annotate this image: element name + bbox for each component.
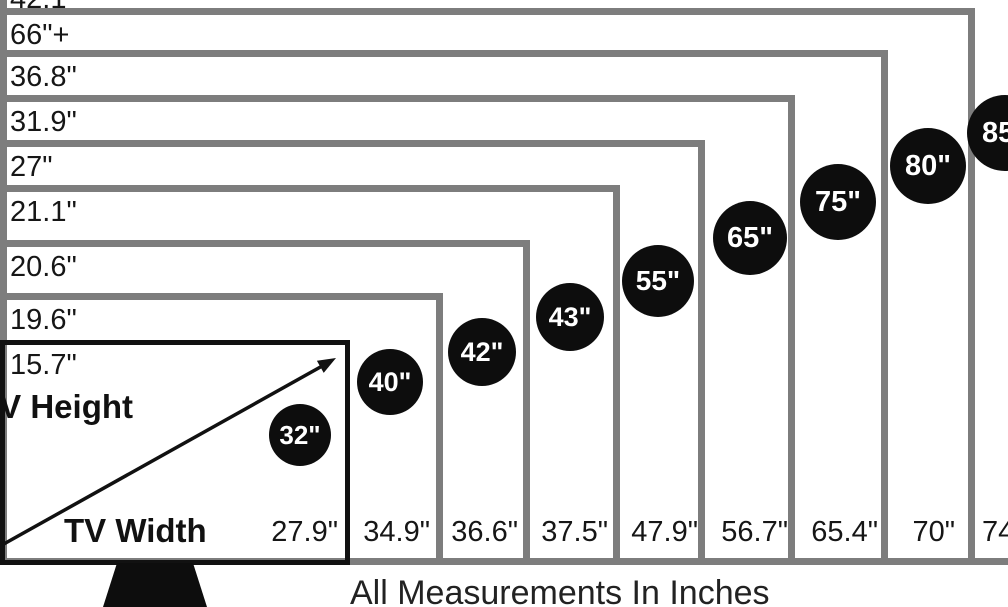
tv-size-badge-32: 32" bbox=[269, 404, 331, 466]
tv-height-label-65: 31.9" bbox=[10, 106, 77, 138]
tv-size-badge-75: 75" bbox=[800, 164, 876, 240]
tv-width-label-32: 27.9" bbox=[271, 516, 338, 548]
tv-height-label-80: 66"+ bbox=[10, 19, 70, 51]
tv-width-label-85: 74.1" bbox=[982, 516, 1008, 548]
measurements-note: All Measurements In Inches bbox=[350, 574, 770, 607]
tv-size-badge-43: 43" bbox=[536, 283, 604, 351]
tv-width-label-55: 47.9" bbox=[631, 516, 698, 548]
tv-height-label-55: 27" bbox=[10, 151, 53, 183]
tv-width-label-40: 34.9" bbox=[363, 516, 430, 548]
tv-height-label-75: 36.8" bbox=[10, 61, 77, 93]
tv-width-axis-label: TV Width bbox=[64, 512, 207, 549]
tv-size-badge-65: 65" bbox=[713, 201, 787, 275]
tv-width-label-43: 37.5" bbox=[541, 516, 608, 548]
tv-height-label-32: 15.7" bbox=[10, 349, 77, 381]
tv-height-label-43: 21.1" bbox=[10, 196, 77, 228]
tv-size-badge-80: 80" bbox=[890, 128, 966, 204]
tv-height-label-40: 19.6" bbox=[10, 304, 77, 336]
tv-size-badge-40: 40" bbox=[357, 349, 423, 415]
tv-height-label-42: 20.6" bbox=[10, 251, 77, 283]
tv-height-axis-label: TV Height bbox=[0, 388, 133, 425]
tv-width-label-42: 36.6" bbox=[451, 516, 518, 548]
tv-width-label-65: 56.7" bbox=[721, 516, 788, 548]
tv-width-label-80: 70" bbox=[912, 516, 955, 548]
tv-height-label-85: 42.1" bbox=[10, 0, 77, 16]
tv-width-label-75: 65.4" bbox=[811, 516, 878, 548]
tv-size-badge-42: 42" bbox=[448, 318, 516, 386]
tv-stand-icon bbox=[103, 563, 207, 607]
tv-size-badge-55: 55" bbox=[622, 245, 694, 317]
